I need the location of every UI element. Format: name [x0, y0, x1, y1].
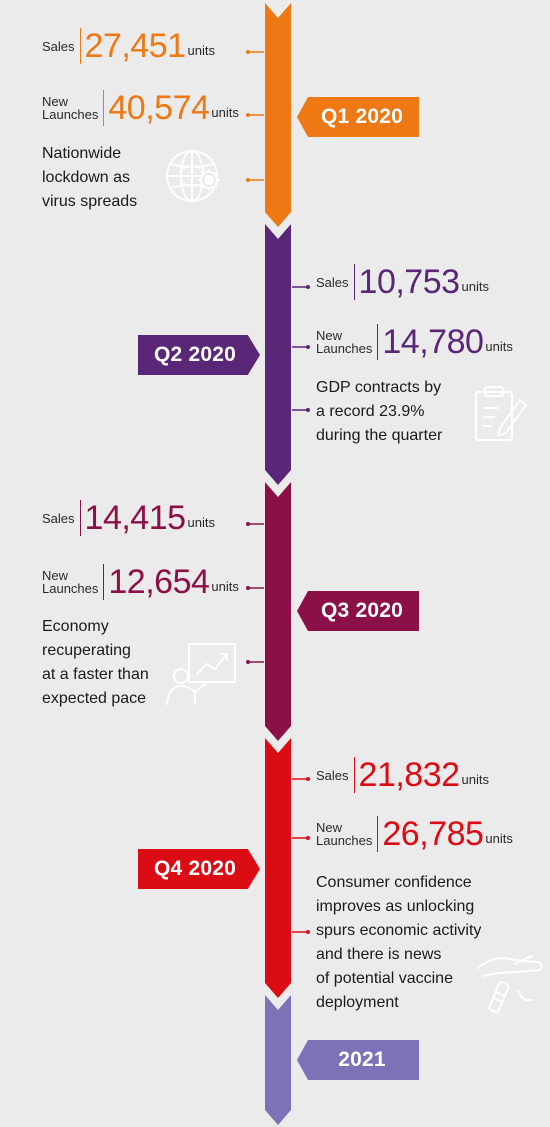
q1-note: Nationwide lockdown as virus spreads	[42, 145, 138, 210]
q4-sales-value: 21,832	[358, 756, 461, 794]
q4-segment	[265, 738, 291, 998]
q4-launch-label: New Launches	[316, 820, 373, 848]
q1-segment	[265, 3, 291, 227]
presentation-growth-icon	[166, 643, 236, 705]
q1-launch-label: New Launches	[42, 94, 99, 122]
q3-period-tag: Q3 2020	[297, 591, 419, 631]
clipboard-icon	[475, 386, 527, 441]
q2-period-tag: Q2 2020	[138, 335, 260, 375]
q3-sales-label: Sales	[42, 510, 75, 526]
q3-sales-value: 14,415	[84, 499, 187, 537]
q2-launch-stat: New Launches 14,780 units	[316, 324, 513, 360]
q2-launch-label: New Launches	[316, 328, 373, 356]
q4-launch-stat: New Launches 26,785 units	[316, 816, 513, 852]
q1-period-tag: Q1 2020	[297, 97, 419, 137]
q2-note: GDP contracts by a record 23.9% during the…	[316, 379, 443, 444]
q1-launch-value: 40,574	[108, 89, 210, 127]
q2-launch-unit: units	[485, 339, 513, 354]
q1-launch-unit: units	[211, 105, 239, 120]
q1-sales-unit: units	[187, 43, 215, 58]
q3-launch-unit: units	[211, 579, 239, 594]
q2-sales-unit: units	[461, 279, 489, 294]
q4-sales-unit: units	[461, 772, 489, 787]
q3-sales-unit: units	[187, 515, 215, 530]
q1-launch-stat: New Launches 40,574 units	[42, 90, 239, 126]
q2-sales-label: Sales	[316, 274, 349, 290]
q4-note: Consumer confidence improves as unlocking…	[316, 874, 482, 1011]
q1-sales-value: 27,451	[84, 27, 187, 65]
q3-launch-stat: New Launches 12,654 units	[42, 564, 239, 600]
y2021-period-tag: 2021	[297, 1040, 419, 1080]
y2021-segment	[265, 995, 291, 1125]
vaccine-hand-icon	[477, 955, 543, 1013]
q2-segment	[265, 224, 291, 485]
q2-sales-stat: Sales 10,753 units	[316, 264, 489, 300]
q4-launch-unit: units	[485, 831, 513, 846]
q1-sales-label: Sales	[42, 38, 75, 54]
q3-note: Economy recuperating at a faster than expec…	[42, 618, 149, 707]
globe-virus-icon	[166, 150, 220, 202]
q3-segment	[265, 482, 291, 741]
q3-sales-stat: Sales 14,415 units	[42, 500, 215, 536]
q4-launch-value: 26,785	[382, 815, 484, 853]
q4-period-tag: Q4 2020	[138, 849, 260, 889]
q1-sales-stat: Sales 27,451 units	[42, 28, 215, 64]
q2-launch-value: 14,780	[382, 323, 484, 361]
q4-sales-stat: Sales 21,832 units	[316, 757, 489, 793]
q4-sales-label: Sales	[316, 767, 349, 783]
q2-sales-value: 10,753	[358, 263, 461, 301]
q3-launch-label: New Launches	[42, 568, 99, 596]
q3-launch-value: 12,654	[108, 563, 210, 601]
